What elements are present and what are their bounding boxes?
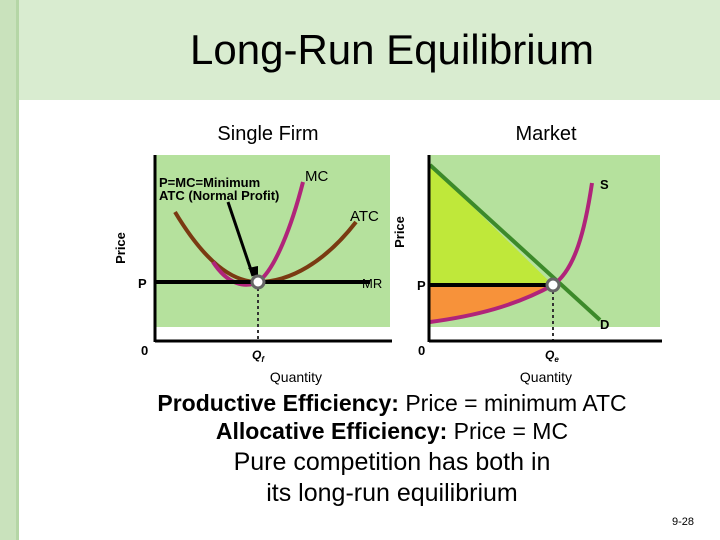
axis-title: Price [113,232,128,264]
curve-label: MR [362,276,382,291]
equilibrium-point [250,274,266,290]
note-line: P=MC=Minimum [159,175,260,190]
quantity-label: Qe [545,348,559,364]
equilibrium-point [545,277,561,293]
quantity-label: Qf [252,348,265,364]
price-label: P [138,276,147,291]
curve-label: ATC [350,208,379,225]
slide-title: Long-Run Equilibrium [190,26,594,73]
curve-label: MC [305,168,328,185]
note-line: ATC (Normal Profit) [159,188,279,203]
curve-label: D [600,317,609,332]
header-band [0,0,720,100]
origin-label: 0 [141,343,148,358]
q-sub: e [554,355,559,364]
panel-title: Market [515,123,577,145]
demand-line [428,163,602,322]
q-sub: f [261,355,265,364]
origin-label: 0 [418,343,425,358]
q-main: Q [545,348,555,362]
definition: Price = minimum ATC [399,390,627,416]
curve-label: S [600,177,609,192]
efficiency-line: Productive Efficiency: Price = minimum A… [157,390,626,416]
panel-title: Single Firm [217,123,318,145]
term: Productive Efficiency: [157,390,399,416]
summary-line: its long-run equilibrium [266,479,518,507]
efficiency-line: Allocative Efficiency: Price = MC [216,418,568,444]
axis-title: Quantity [270,369,322,385]
left-strip [0,0,16,540]
page-number: 9-28 [672,516,694,528]
q-main: Q [252,348,262,362]
producer-surplus [430,285,553,322]
summary-line: Pure competition has both in [234,448,551,476]
axis-title: Price [392,216,407,248]
note-arrow [226,201,255,277]
left-strip-edge [16,0,19,540]
price-label: P [417,278,426,293]
axis-title: Quantity [520,369,572,385]
term: Allocative Efficiency: [216,418,447,444]
definition: Price = MC [447,418,568,444]
